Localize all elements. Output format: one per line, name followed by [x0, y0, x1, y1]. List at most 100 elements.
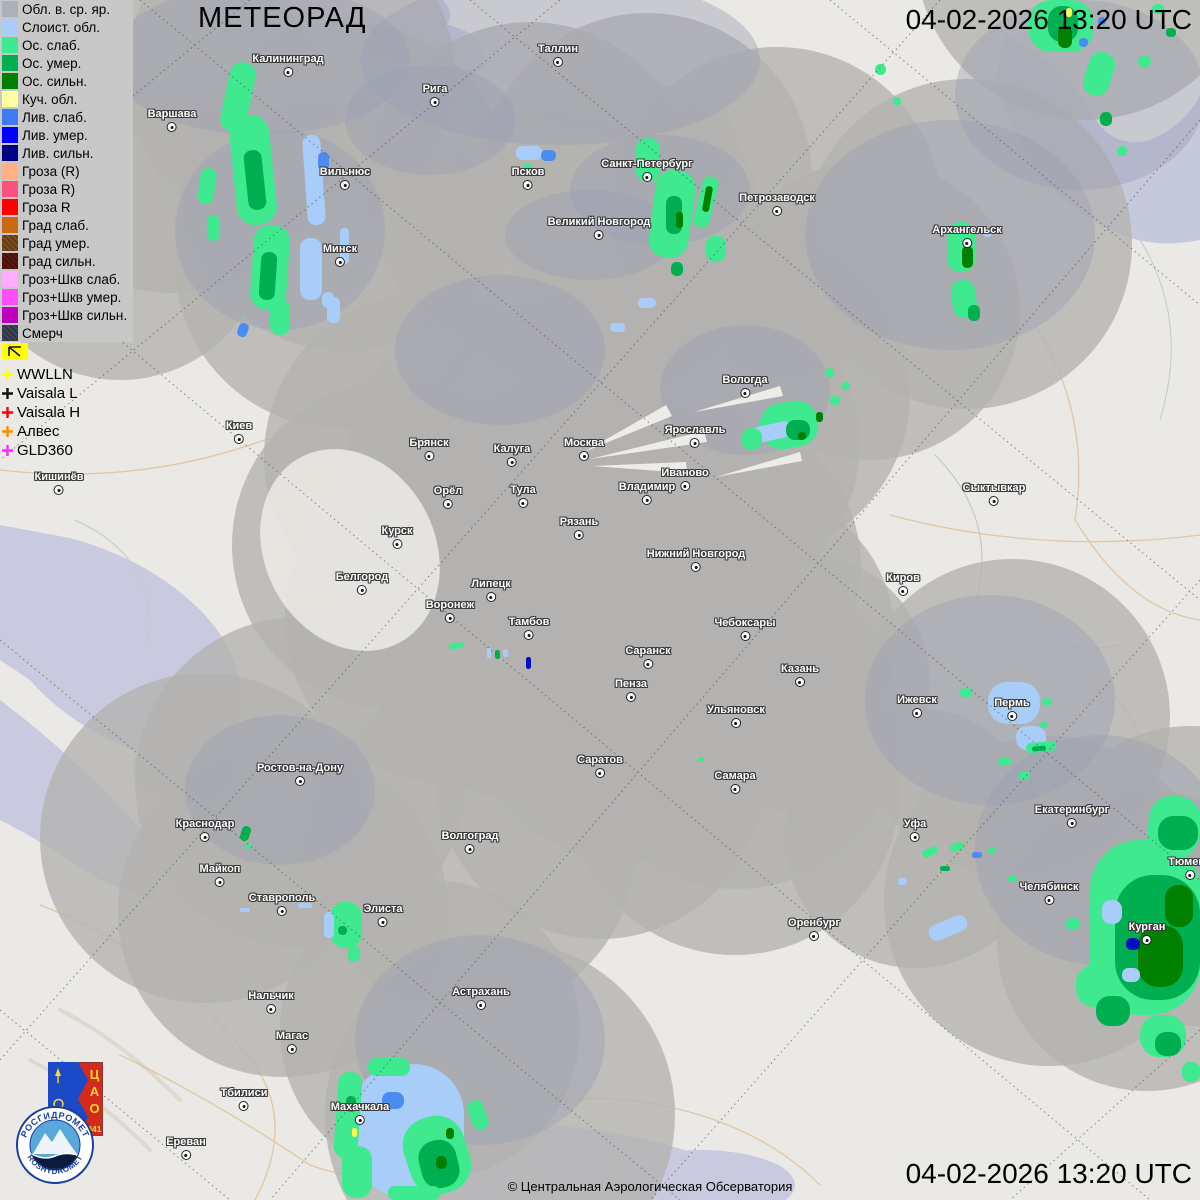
city: Калуга [493, 443, 531, 467]
cao-letter: Ц [90, 1067, 100, 1082]
legend-item-label: Куч. обл. [22, 91, 78, 107]
city-label: Казань [781, 663, 819, 675]
legend-item-label: Слоист. обл. [22, 19, 101, 35]
city-label: Рязань [559, 516, 599, 528]
city-marker-icon [54, 485, 64, 495]
city-marker-icon [200, 832, 210, 842]
city: Ставрополь [249, 892, 315, 916]
city-marker-icon [295, 776, 305, 786]
city-label: Элиста [363, 903, 403, 915]
city: Минск [323, 243, 357, 267]
city: Иваново [661, 467, 709, 491]
timestamp-bottom: 04-02-2026 13:20 UTC [905, 1158, 1192, 1189]
city-label: Москва [563, 437, 605, 449]
city: Киров [886, 572, 920, 596]
city-marker-icon [277, 906, 287, 916]
city: Орёл [434, 485, 462, 509]
legend-swatch [2, 1, 18, 17]
city: Волгоград [442, 830, 498, 854]
city-label: Нижний Новгород [646, 548, 746, 560]
city: Рязань [560, 516, 598, 540]
city: Кишинёв [35, 471, 83, 495]
city-marker-icon [442, 499, 453, 509]
city-label: Вологда [722, 374, 768, 386]
city-label: Махачкала [330, 1101, 390, 1113]
city: Москва [564, 437, 604, 461]
city: Вильнюс [320, 166, 370, 190]
city-marker-icon [340, 180, 350, 190]
city-label: Калининград [252, 53, 324, 65]
legend-item: Лив. слаб. [0, 108, 133, 126]
legend-item: Ос. сильн. [0, 72, 133, 90]
legend-swatch [2, 19, 18, 35]
tornado-symbol-box [2, 343, 28, 359]
legend-item-label: Гроз+Шкв слаб. [22, 271, 121, 287]
city-label: Чебоксары [714, 617, 776, 629]
city-marker-icon [689, 438, 700, 448]
legend-item-label: Гроз+Шкв умер. [22, 289, 122, 305]
city: Таллин [538, 43, 578, 67]
city-marker-icon [465, 844, 475, 854]
lightning-source: Алвес [1, 422, 80, 441]
city-label: Курган [1128, 921, 1166, 933]
cao-year: 1941 [83, 1124, 102, 1134]
city-marker-icon [1184, 870, 1195, 880]
city-label: Оренбург [788, 917, 840, 929]
city-marker-icon [1043, 895, 1054, 905]
city: Архангельск [932, 224, 1002, 248]
legend-item: Лив. умер. [0, 126, 133, 144]
city-label: Липецк [471, 578, 511, 590]
city-label: Орёл [433, 485, 463, 497]
city-marker-icon [282, 67, 293, 77]
lightning-source-label: WWLLN [17, 366, 73, 383]
city-marker-icon [961, 238, 972, 248]
city-marker-icon [691, 562, 701, 572]
legend-swatch [2, 127, 18, 143]
city: Пенза [615, 678, 647, 702]
city-label: Калуга [493, 443, 531, 455]
city: Сыктывкар [963, 482, 1025, 506]
city-label: Пермь [994, 697, 1030, 709]
lightning-source: GLD360 [1, 441, 80, 460]
city-marker-icon [730, 784, 740, 794]
plus-icon [2, 426, 13, 437]
cao-letter: А [90, 1084, 100, 1099]
legend-swatch [2, 109, 18, 125]
city: Пермь [994, 697, 1030, 721]
city-marker-icon [167, 122, 177, 132]
city: Рига [423, 83, 447, 107]
city-label: Воронеж [425, 599, 475, 611]
legend-swatch [2, 163, 18, 179]
legend-item: Гроза R) [0, 180, 133, 198]
city: Астрахань [452, 986, 510, 1010]
legend-item-label: Лив. сильн. [22, 145, 94, 161]
legend-item: Куч. обл. [0, 90, 133, 108]
city-marker-icon [517, 498, 528, 508]
legend-item-label: Ос. сильн. [22, 73, 88, 89]
city: Владимир [619, 481, 675, 505]
city: Санкт-Петербург [601, 158, 693, 182]
city-marker-icon [1142, 935, 1152, 945]
legend-item: Гроз+Шкв сильн. [0, 306, 133, 324]
city-marker-icon [988, 496, 999, 506]
legend-item-label: Гроза R) [22, 181, 76, 197]
lightning-source-label: Vaisala L [17, 385, 78, 402]
city: Ульяновск [707, 704, 765, 728]
lightning-source-label: Vaisala H [17, 404, 81, 421]
city: Казань [781, 663, 819, 687]
city-marker-icon [740, 388, 750, 398]
city: Тамбов [509, 616, 549, 640]
city-label: Брянск [409, 437, 449, 449]
city: Псков [512, 166, 544, 190]
timestamp-top: 04-02-2026 13:20 UTC [905, 4, 1192, 35]
legend-item: Слоист. обл. [0, 18, 133, 36]
city: Вологда [722, 374, 768, 398]
city-label: Киев [225, 420, 253, 432]
city: Чебоксары [714, 617, 776, 641]
city: Варшава [148, 108, 196, 132]
legend-item: Ос. умер. [0, 54, 133, 72]
legend-item-label: Гроза (R) [22, 163, 80, 179]
city: Нижний Новгород [646, 548, 746, 572]
